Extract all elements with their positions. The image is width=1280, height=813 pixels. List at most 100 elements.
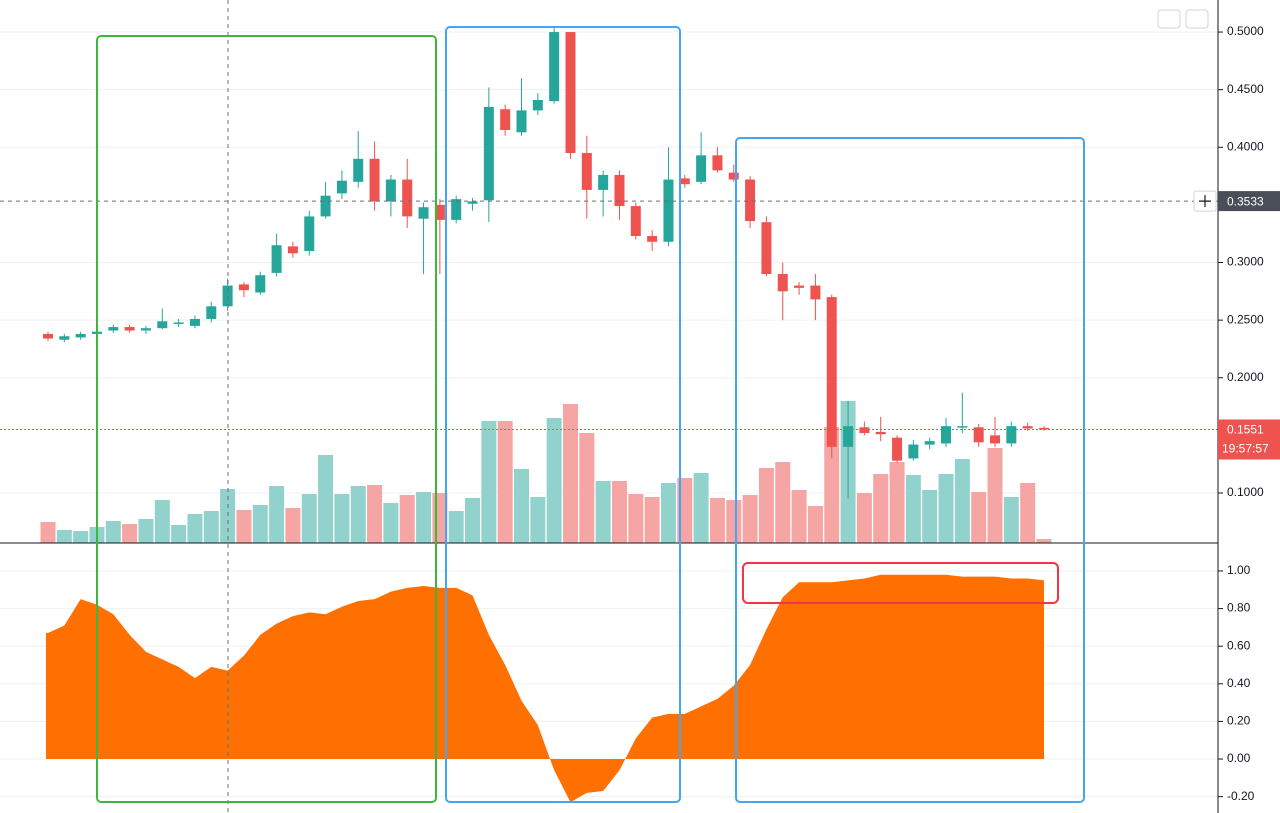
candle-body [908, 444, 919, 459]
y-tick-label: 0.4500 [1227, 82, 1264, 96]
candle-body [859, 427, 870, 434]
candle-body [794, 285, 805, 288]
candle-body [385, 179, 396, 202]
y-tick-label: 0.60 [1227, 638, 1251, 652]
candle-body [532, 100, 543, 111]
candle-body [369, 158, 380, 202]
candle-body [206, 306, 217, 319]
volume-bar [905, 475, 921, 543]
y-tick-label: 0.2500 [1227, 312, 1264, 326]
volume-bar [775, 462, 791, 543]
volume-bar [562, 404, 578, 543]
volume-bar [138, 519, 154, 543]
candle-body [434, 204, 445, 220]
candle-body [402, 179, 413, 217]
volume-bar [807, 506, 823, 543]
volume-bar [628, 494, 644, 543]
volume-bar [726, 500, 742, 543]
volume-bar [922, 490, 938, 543]
candle-body [1039, 427, 1049, 430]
candle-body [157, 321, 168, 329]
candle-body [663, 179, 674, 242]
volume-bar [448, 511, 464, 543]
candle-body [467, 201, 478, 204]
candle-body [892, 437, 903, 461]
axis-labels: 0.1000 0.2000 0.2500 0.3000 0.4000 0.4500 0.50… [1193, 24, 1280, 803]
toolbar-button[interactable] [1185, 9, 1209, 29]
volume-bar [236, 510, 252, 543]
volume-bar [873, 474, 889, 543]
candle-body [777, 274, 788, 292]
volume-bar [987, 448, 1003, 543]
volume-bar [465, 498, 481, 543]
last-price-box [1218, 419, 1280, 460]
volume-bar [693, 473, 709, 543]
candle-body [598, 174, 609, 190]
candle-body [826, 297, 837, 447]
volume-bar [579, 433, 595, 543]
candle-body [353, 158, 364, 182]
y-tick-label: 0.5000 [1227, 24, 1264, 38]
candle-body [304, 216, 315, 251]
volume-bar [971, 492, 987, 543]
volume-bar [791, 490, 807, 543]
annotation-box [735, 137, 1085, 803]
candle-body [75, 333, 86, 338]
indicator-area [46, 574, 1044, 803]
y-tick-label: 0.00 [1227, 751, 1251, 765]
candle-body [1006, 426, 1017, 444]
countdown-label: 19:57:57 [1222, 442, 1269, 456]
volume-bar [1020, 483, 1036, 543]
candle-body [565, 32, 576, 154]
volume-bar [1036, 539, 1052, 543]
volume-bar [56, 530, 72, 543]
y-tick-label: 0.80 [1227, 601, 1251, 615]
y-tick-label: 1.00 [1227, 563, 1251, 577]
candle-body [745, 179, 756, 222]
candle-body [255, 275, 266, 293]
candle-body [320, 195, 331, 217]
candle-body [271, 245, 282, 273]
candle-body [222, 285, 233, 307]
volume-bar [367, 485, 383, 543]
candle-body [924, 441, 935, 445]
candle-body [843, 426, 854, 447]
candle-body [189, 318, 200, 326]
volume-bar [350, 486, 366, 543]
y-tick-label: 0.1000 [1227, 485, 1264, 499]
candle-body [973, 427, 984, 443]
marks [0, 26, 1218, 803]
y-tick-label: 0.2000 [1227, 370, 1264, 384]
toolbar-button[interactable] [1157, 9, 1181, 29]
candle-body [581, 153, 592, 190]
volume-bar [73, 531, 89, 543]
candle-body [941, 426, 952, 444]
candle-body [287, 246, 298, 254]
volume-bar [122, 524, 138, 543]
last-price-label: 0.1551 [1227, 423, 1264, 437]
candle-body [43, 333, 53, 339]
y-tick-label: 0.4000 [1227, 139, 1264, 153]
y-tick-label: 0.3000 [1227, 255, 1264, 269]
volume-bar [334, 494, 350, 543]
candle-body [990, 435, 1001, 444]
candle-body [810, 285, 821, 300]
candle-body [418, 207, 429, 219]
y-tick-label: 0.40 [1227, 676, 1251, 690]
crosshair-label-box [1218, 191, 1280, 212]
volume-bar [677, 478, 693, 543]
volume-bar [269, 486, 285, 543]
volume-bar [399, 495, 415, 543]
volume-bar [758, 468, 774, 543]
volume-bar [285, 508, 301, 543]
volume-bar [154, 500, 170, 543]
volume-bar [40, 522, 56, 543]
volume-bar [595, 481, 611, 543]
volume-bar [301, 494, 317, 543]
volume-bar [171, 525, 187, 543]
candle-body [647, 236, 658, 242]
volume-bar [318, 455, 334, 543]
candle-body [679, 178, 690, 185]
